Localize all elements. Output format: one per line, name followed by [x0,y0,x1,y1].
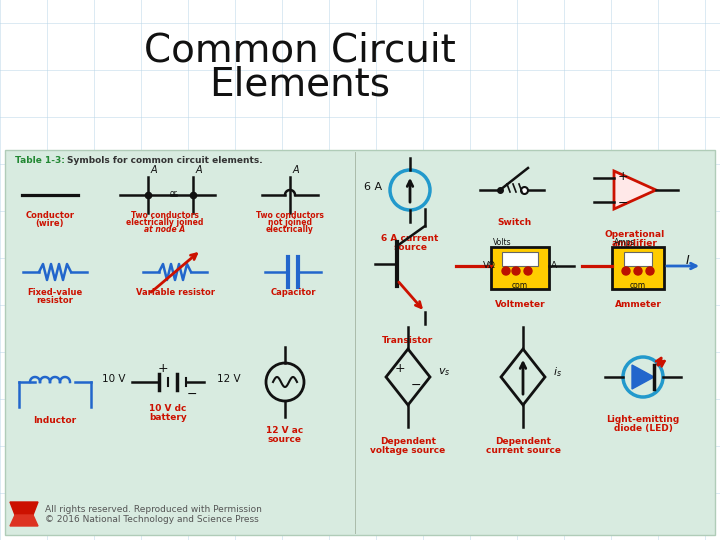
Text: amplifier: amplifier [612,239,658,248]
Text: 12 V ac: 12 V ac [266,426,304,435]
Text: $i_s$: $i_s$ [553,365,562,379]
Text: voltage source: voltage source [370,446,446,455]
FancyBboxPatch shape [502,252,538,266]
Text: Fixed-value: Fixed-value [27,288,83,297]
Text: battery: battery [149,413,187,422]
Text: at node A: at node A [145,225,186,234]
Circle shape [634,267,642,275]
Text: All rights reserved. Reproduced with Permission: All rights reserved. Reproduced with Per… [45,505,262,515]
Text: 6 A current: 6 A current [382,234,438,243]
Circle shape [622,267,630,275]
Polygon shape [10,515,38,526]
Text: Dependent: Dependent [380,437,436,446]
Text: 10 V dc: 10 V dc [149,404,186,413]
Text: +: + [618,171,629,184]
Text: not joined: not joined [268,218,312,227]
Text: −: − [410,379,421,392]
Text: © 2016 National Technology and Science Press: © 2016 National Technology and Science P… [45,516,258,524]
Text: electrically joined: electrically joined [126,218,204,227]
Text: −: − [618,197,629,210]
FancyBboxPatch shape [491,247,549,289]
Text: −: − [186,388,197,401]
Text: A: A [196,165,202,175]
Text: Two conductors: Two conductors [256,211,324,220]
Text: Dependent: Dependent [495,437,551,446]
Polygon shape [614,171,656,209]
Text: com: com [630,280,646,289]
Text: Capacitor: Capacitor [270,288,316,297]
Polygon shape [10,502,38,515]
FancyBboxPatch shape [612,247,664,289]
Text: current source: current source [485,446,560,455]
Text: 6 A: 6 A [364,182,382,192]
Text: Operational: Operational [605,230,665,239]
Text: 10 V: 10 V [102,374,126,384]
Text: Voltmeter: Voltmeter [495,300,545,309]
Text: VΩ: VΩ [483,261,496,271]
Text: Symbols for common circuit elements.: Symbols for common circuit elements. [67,156,263,165]
Text: $v_s$: $v_s$ [438,366,451,378]
Text: source: source [393,243,427,252]
Text: source: source [268,435,302,444]
Text: Volts: Volts [493,238,512,247]
Text: Elements: Elements [210,66,390,104]
Text: Transistor: Transistor [382,336,433,345]
Text: Two conductors: Two conductors [131,211,199,220]
Text: diode (LED): diode (LED) [613,424,672,433]
Text: Common Circuit: Common Circuit [144,31,456,69]
Text: (wire): (wire) [36,219,64,228]
FancyBboxPatch shape [5,150,715,535]
Text: +: + [158,361,168,375]
Text: A: A [551,261,557,271]
Text: +: + [395,362,405,375]
Text: com: com [512,280,528,289]
Text: Switch: Switch [497,218,531,227]
Text: or: or [170,188,178,198]
Circle shape [502,267,510,275]
Circle shape [646,267,654,275]
Text: Amps: Amps [614,238,636,247]
Text: I: I [686,254,690,267]
Polygon shape [632,365,654,389]
Text: A: A [293,165,300,175]
FancyBboxPatch shape [624,252,652,266]
Text: Variable resistor: Variable resistor [135,288,215,297]
Circle shape [512,267,520,275]
Text: 12 V: 12 V [217,374,241,384]
Text: Ammeter: Ammeter [615,300,662,309]
Text: Conductor: Conductor [25,211,74,220]
Text: resistor: resistor [37,296,73,305]
Text: Inductor: Inductor [33,416,76,425]
Text: Table 1-3:: Table 1-3: [15,156,65,165]
Text: A: A [151,165,158,175]
Circle shape [524,267,532,275]
Text: electrically: electrically [266,225,314,234]
Text: Light-emitting: Light-emitting [606,415,680,424]
